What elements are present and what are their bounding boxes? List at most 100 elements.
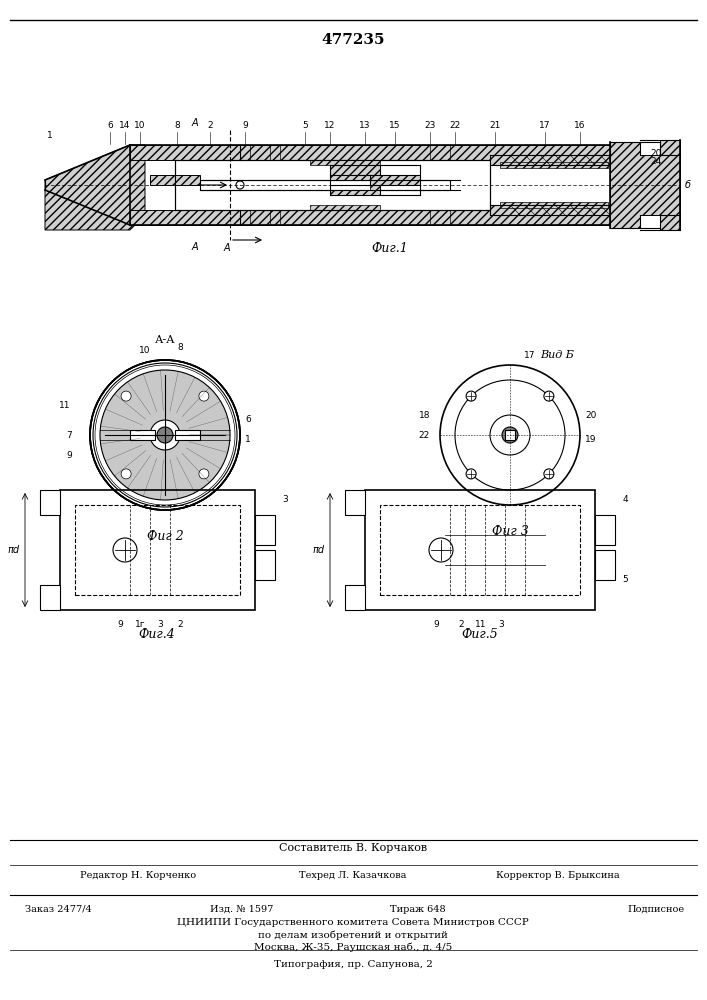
Text: 11: 11 xyxy=(59,400,70,410)
Bar xyxy=(130,430,155,440)
Text: А: А xyxy=(223,243,230,253)
Text: Заказ 2477/4: Заказ 2477/4 xyxy=(25,905,92,914)
Text: 13: 13 xyxy=(359,121,370,130)
Text: 2: 2 xyxy=(207,121,213,130)
Text: А: А xyxy=(192,118,198,128)
Text: 21: 21 xyxy=(489,121,501,130)
Text: 1: 1 xyxy=(245,436,251,444)
Text: 7: 7 xyxy=(66,430,72,440)
Text: 16: 16 xyxy=(574,121,586,130)
Text: Фиг 3: Фиг 3 xyxy=(491,525,528,538)
Circle shape xyxy=(507,432,513,438)
Text: Изд. № 1597: Изд. № 1597 xyxy=(210,905,274,914)
Text: Вид Б: Вид Б xyxy=(540,350,574,360)
Text: 6: 6 xyxy=(107,121,113,130)
Circle shape xyxy=(199,391,209,401)
Bar xyxy=(75,505,240,595)
Text: Подписное: Подписное xyxy=(628,905,685,914)
Text: 8: 8 xyxy=(177,343,183,352)
Circle shape xyxy=(502,427,518,443)
Text: 23: 23 xyxy=(424,121,436,130)
Polygon shape xyxy=(500,162,608,168)
Bar xyxy=(60,490,255,610)
Text: Москва, Ж-35, Раушская наб., д. 4/5: Москва, Ж-35, Раушская наб., д. 4/5 xyxy=(254,942,452,952)
Text: Тираж 648: Тираж 648 xyxy=(390,905,445,914)
Text: Редактор Н. Корченко: Редактор Н. Корченко xyxy=(80,870,196,880)
Polygon shape xyxy=(310,160,380,165)
Text: 10: 10 xyxy=(139,346,151,355)
Polygon shape xyxy=(330,165,420,195)
Circle shape xyxy=(121,469,131,479)
Bar xyxy=(505,430,515,440)
Text: 17: 17 xyxy=(525,351,536,360)
Text: 3: 3 xyxy=(157,620,163,629)
Text: Корректор В. Брыксина: Корректор В. Брыксина xyxy=(496,870,620,880)
Bar xyxy=(175,430,200,440)
Polygon shape xyxy=(45,145,145,230)
Text: А: А xyxy=(192,242,198,252)
Text: А-А: А-А xyxy=(155,335,175,345)
Polygon shape xyxy=(130,210,610,225)
Text: б: б xyxy=(685,180,691,190)
Text: 22: 22 xyxy=(450,121,461,130)
Text: 11: 11 xyxy=(475,620,486,629)
Text: 9: 9 xyxy=(433,620,439,629)
Circle shape xyxy=(544,469,554,479)
Polygon shape xyxy=(490,155,610,165)
Text: 22: 22 xyxy=(419,430,430,440)
Text: 9: 9 xyxy=(66,450,72,460)
Polygon shape xyxy=(130,145,610,160)
Text: 477235: 477235 xyxy=(321,33,385,47)
Circle shape xyxy=(157,427,173,443)
Circle shape xyxy=(544,391,554,401)
Text: 19: 19 xyxy=(585,436,597,444)
Circle shape xyxy=(199,469,209,479)
Bar xyxy=(380,505,580,595)
Bar xyxy=(365,490,595,610)
Text: Составитель В. Корчаков: Составитель В. Корчаков xyxy=(279,843,427,853)
Circle shape xyxy=(100,370,230,500)
Text: 12: 12 xyxy=(325,121,336,130)
Text: 15: 15 xyxy=(390,121,401,130)
Text: 2: 2 xyxy=(458,620,464,629)
Text: 1г: 1г xyxy=(135,620,146,629)
Text: 10: 10 xyxy=(134,121,146,130)
Polygon shape xyxy=(200,180,450,190)
Text: πd: πd xyxy=(8,545,20,555)
Text: 24: 24 xyxy=(650,157,661,166)
Bar xyxy=(345,490,365,515)
Bar xyxy=(40,490,60,515)
Polygon shape xyxy=(310,205,380,210)
Text: 3: 3 xyxy=(282,495,288,504)
Text: 20: 20 xyxy=(650,148,661,157)
Text: πd: πd xyxy=(313,545,325,555)
Text: 5: 5 xyxy=(622,576,628,584)
Bar xyxy=(595,515,615,545)
Polygon shape xyxy=(490,205,610,215)
Text: 20: 20 xyxy=(585,410,597,420)
Text: 2: 2 xyxy=(177,620,183,629)
Circle shape xyxy=(150,420,180,450)
Text: 3: 3 xyxy=(498,620,504,629)
Text: Фиг.1: Фиг.1 xyxy=(372,242,409,255)
Text: Фиг 2: Фиг 2 xyxy=(146,530,183,543)
Circle shape xyxy=(466,469,476,479)
Text: 18: 18 xyxy=(419,410,430,420)
Text: 9: 9 xyxy=(242,121,248,130)
Text: 9: 9 xyxy=(117,620,123,629)
Text: 8: 8 xyxy=(174,121,180,130)
Bar xyxy=(40,585,60,610)
Text: 17: 17 xyxy=(539,121,551,130)
Text: 6: 6 xyxy=(245,416,251,424)
Text: 1: 1 xyxy=(47,131,53,140)
Polygon shape xyxy=(500,202,608,208)
Polygon shape xyxy=(610,140,680,230)
Polygon shape xyxy=(150,175,200,185)
Circle shape xyxy=(121,391,131,401)
Bar xyxy=(345,585,365,610)
Text: Фиг.5: Фиг.5 xyxy=(462,628,498,641)
Bar xyxy=(595,550,615,580)
Text: 4: 4 xyxy=(622,495,628,504)
Text: 14: 14 xyxy=(119,121,131,130)
Text: Типография, пр. Сапунова, 2: Типография, пр. Сапунова, 2 xyxy=(274,960,433,969)
